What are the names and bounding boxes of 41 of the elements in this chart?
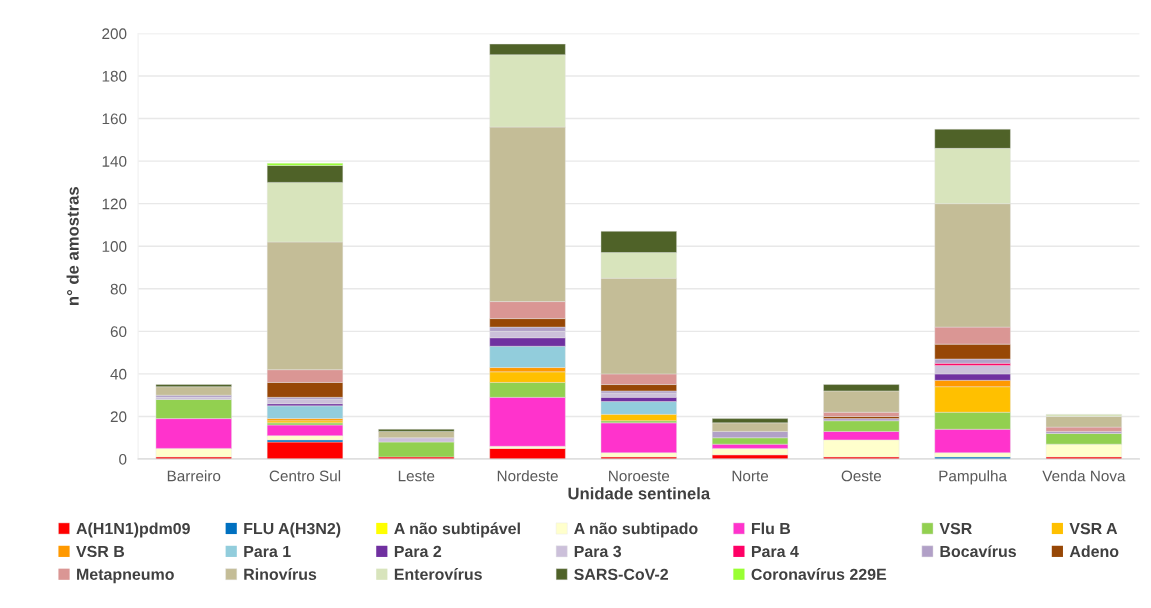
y-tick-label: 0: [119, 453, 127, 465]
legend-label: Para 4: [751, 545, 799, 558]
legend-label: Para 2: [394, 545, 442, 558]
y-tick-label: 180: [102, 70, 127, 82]
x-tick-label: Noroeste: [609, 470, 670, 482]
y-tick-label: 80: [110, 283, 127, 295]
x-tick-label: Centro Sul: [269, 470, 341, 482]
legend-label: VSR: [939, 522, 972, 535]
legend-label: VSR A: [1069, 522, 1118, 535]
y-tick-label: 200: [102, 28, 127, 40]
legend-label: Bocavírus: [940, 545, 1016, 558]
x-axis-title: Unidade sentinela: [568, 487, 711, 500]
y-tick-label: 100: [102, 241, 127, 252]
x-tick-label: Pampulha: [939, 470, 1007, 485]
x-tick-label: Barreiro: [167, 470, 221, 482]
y-tick-label: 60: [110, 326, 127, 338]
legend-label: Adeno: [1069, 545, 1119, 558]
legend-label: Metapneumo: [77, 568, 174, 584]
y-tick-label: 120: [102, 198, 127, 210]
y-tick-label: 160: [102, 113, 127, 125]
y-tick-label: 40: [110, 368, 127, 380]
x-tick-label: Nordeste: [497, 470, 558, 482]
y-tick-label: 20: [110, 411, 127, 423]
legend-label: FLU A(H3N2): [244, 522, 341, 538]
legend-label: Coronavírus 229E: [751, 568, 887, 580]
legend-label: Para 3: [574, 545, 622, 558]
legend-label: SARS-CoV-2: [574, 568, 669, 580]
legend-label: A não subtipável: [394, 522, 520, 538]
legend-label: A não subtipado: [574, 522, 698, 538]
y-tick-label: 140: [102, 155, 127, 167]
legend-label: VSR B: [76, 545, 125, 558]
x-tick-label: Venda Nova: [1042, 470, 1126, 482]
legend-label: Enterovírus: [394, 568, 482, 580]
x-tick-label: Norte: [732, 470, 769, 482]
legend-label: A(H1N1)pdm09: [76, 522, 190, 538]
x-tick-label: Oeste: [841, 470, 882, 482]
legend-label: Flu B: [751, 522, 791, 535]
legend-label: Para 1: [244, 545, 291, 558]
legend-label: Rinovírus: [244, 568, 317, 580]
y-axis-title: n° de amostras: [66, 187, 79, 305]
x-tick-label: Leste: [398, 470, 435, 482]
